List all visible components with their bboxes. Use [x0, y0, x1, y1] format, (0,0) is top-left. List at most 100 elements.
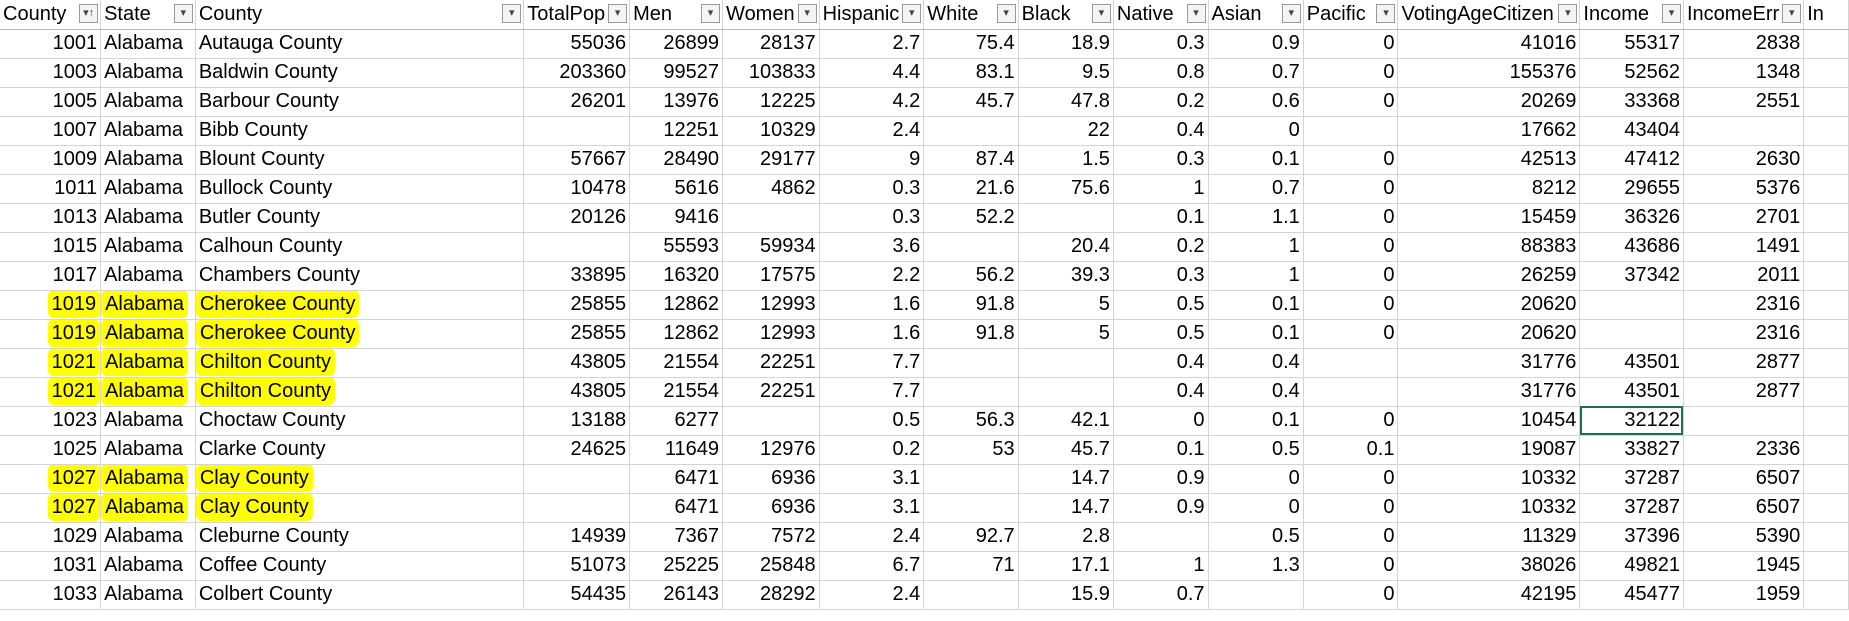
- cell-black[interactable]: 5: [1018, 290, 1114, 320]
- cell-hispanic[interactable]: 1.6: [819, 319, 925, 349]
- cell-women[interactable]: 12993: [722, 319, 820, 349]
- header-state[interactable]: State ▾: [100, 0, 196, 30]
- cell-state[interactable]: Alabama: [100, 580, 196, 610]
- cell-income-next[interactable]: [1803, 58, 1849, 88]
- cell-state[interactable]: Alabama: [100, 29, 196, 59]
- cell-income[interactable]: 43501: [1579, 377, 1684, 407]
- cell-white[interactable]: 83.1: [923, 58, 1019, 88]
- header-income[interactable]: Income ▾: [1579, 0, 1684, 30]
- cell-totalpop[interactable]: 203360: [523, 58, 631, 88]
- cell-state[interactable]: Alabama: [100, 464, 196, 494]
- cell-hispanic[interactable]: 0.5: [819, 406, 925, 436]
- cell-asian[interactable]: 0.1: [1208, 406, 1304, 436]
- cell-incomeerr[interactable]: 2630: [1683, 145, 1805, 175]
- cell-county-id[interactable]: 1021: [0, 348, 102, 378]
- cell-county-name[interactable]: Clarke County: [195, 435, 525, 465]
- cell-native[interactable]: 1: [1113, 551, 1209, 581]
- cell-totalpop[interactable]: 13188: [523, 406, 631, 436]
- cell-county-name[interactable]: Baldwin County: [195, 58, 525, 88]
- cell-asian[interactable]: 0.9: [1208, 29, 1304, 59]
- cell-income[interactable]: 37342: [1579, 261, 1684, 291]
- cell-white[interactable]: 52.2: [923, 203, 1019, 233]
- cell-pacific[interactable]: [1303, 348, 1399, 378]
- cell-pacific[interactable]: 0: [1303, 493, 1399, 523]
- cell-native[interactable]: 0.1: [1113, 435, 1209, 465]
- cell-income-next[interactable]: [1803, 116, 1849, 146]
- cell-black[interactable]: 42.1: [1018, 406, 1114, 436]
- cell-women[interactable]: 22251: [722, 377, 820, 407]
- cell-county-name[interactable]: Calhoun County: [195, 232, 525, 262]
- cell-state[interactable]: Alabama: [100, 522, 196, 552]
- cell-totalpop[interactable]: 26201: [523, 87, 631, 117]
- cell-income-next[interactable]: [1803, 174, 1849, 204]
- cell-county-id[interactable]: 1003: [0, 58, 102, 88]
- cell-native[interactable]: 0.3: [1113, 261, 1209, 291]
- cell-votingagecitizen[interactable]: 31776: [1397, 377, 1581, 407]
- header-native[interactable]: Native ▾: [1113, 0, 1209, 30]
- cell-state[interactable]: Alabama: [100, 232, 196, 262]
- cell-income[interactable]: 55317: [1579, 29, 1684, 59]
- cell-county-name[interactable]: Cleburne County: [195, 522, 525, 552]
- cell-women[interactable]: 12225: [722, 87, 820, 117]
- cell-votingagecitizen[interactable]: 155376: [1397, 58, 1581, 88]
- cell-county-id[interactable]: 1033: [0, 580, 102, 610]
- cell-black[interactable]: [1018, 377, 1114, 407]
- cell-income[interactable]: 32122: [1579, 406, 1684, 436]
- header-votingagecitizen[interactable]: VotingAgeCitizen ▾: [1397, 0, 1581, 30]
- filter-dropdown-icon[interactable]: ▾: [902, 4, 922, 23]
- cell-income[interactable]: 43686: [1579, 232, 1684, 262]
- cell-hispanic[interactable]: 1.6: [819, 290, 925, 320]
- cell-totalpop[interactable]: 14939: [523, 522, 631, 552]
- cell-men[interactable]: 9416: [629, 203, 724, 233]
- cell-asian[interactable]: [1208, 580, 1304, 610]
- cell-income-next[interactable]: [1803, 580, 1849, 610]
- cell-income-next[interactable]: [1803, 29, 1849, 59]
- cell-white[interactable]: 53: [923, 435, 1019, 465]
- cell-white[interactable]: [923, 348, 1019, 378]
- cell-income-next[interactable]: [1803, 406, 1849, 436]
- cell-black[interactable]: 17.1: [1018, 551, 1114, 581]
- cell-black[interactable]: 1.5: [1018, 145, 1114, 175]
- cell-native[interactable]: [1113, 522, 1209, 552]
- cell-income[interactable]: 33827: [1579, 435, 1684, 465]
- cell-black[interactable]: 39.3: [1018, 261, 1114, 291]
- cell-county-name[interactable]: Choctaw County: [195, 406, 525, 436]
- cell-asian[interactable]: 0.1: [1208, 145, 1304, 175]
- cell-white[interactable]: 87.4: [923, 145, 1019, 175]
- cell-income-next[interactable]: [1803, 87, 1849, 117]
- cell-native[interactable]: 0.2: [1113, 87, 1209, 117]
- cell-pacific[interactable]: 0: [1303, 522, 1399, 552]
- cell-women[interactable]: 22251: [722, 348, 820, 378]
- cell-asian[interactable]: 0.4: [1208, 348, 1304, 378]
- cell-men[interactable]: 55593: [629, 232, 724, 262]
- cell-income[interactable]: 36326: [1579, 203, 1684, 233]
- cell-incomeerr[interactable]: 2701: [1683, 203, 1805, 233]
- cell-totalpop[interactable]: [523, 493, 631, 523]
- cell-income[interactable]: 52562: [1579, 58, 1684, 88]
- cell-native[interactable]: 0.3: [1113, 145, 1209, 175]
- cell-state[interactable]: Alabama: [100, 174, 196, 204]
- header-totalpop[interactable]: TotalPop ▾: [523, 0, 631, 30]
- filter-dropdown-icon[interactable]: ▾: [173, 4, 193, 23]
- cell-asian[interactable]: 1: [1208, 232, 1304, 262]
- cell-incomeerr[interactable]: 5376: [1683, 174, 1805, 204]
- cell-pacific[interactable]: 0: [1303, 290, 1399, 320]
- cell-white[interactable]: [923, 493, 1019, 523]
- cell-votingagecitizen[interactable]: 20269: [1397, 87, 1581, 117]
- header-men[interactable]: Men ▾: [629, 0, 724, 30]
- header-income-next[interactable]: In: [1803, 0, 1849, 30]
- cell-women[interactable]: 10329: [722, 116, 820, 146]
- cell-black[interactable]: [1018, 348, 1114, 378]
- cell-income[interactable]: 37396: [1579, 522, 1684, 552]
- cell-county-name[interactable]: Clay County: [195, 464, 525, 494]
- cell-income-next[interactable]: [1803, 551, 1849, 581]
- cell-county-id[interactable]: 1011: [0, 174, 102, 204]
- cell-women[interactable]: 6936: [722, 464, 820, 494]
- filter-dropdown-icon[interactable]: ▾: [1091, 4, 1111, 23]
- header-women[interactable]: Women ▾: [722, 0, 820, 30]
- cell-men[interactable]: 6277: [629, 406, 724, 436]
- cell-men[interactable]: 26899: [629, 29, 724, 59]
- cell-state[interactable]: Alabama: [100, 348, 196, 378]
- cell-men[interactable]: 12251: [629, 116, 724, 146]
- filter-dropdown-icon[interactable]: ▾: [1376, 4, 1396, 23]
